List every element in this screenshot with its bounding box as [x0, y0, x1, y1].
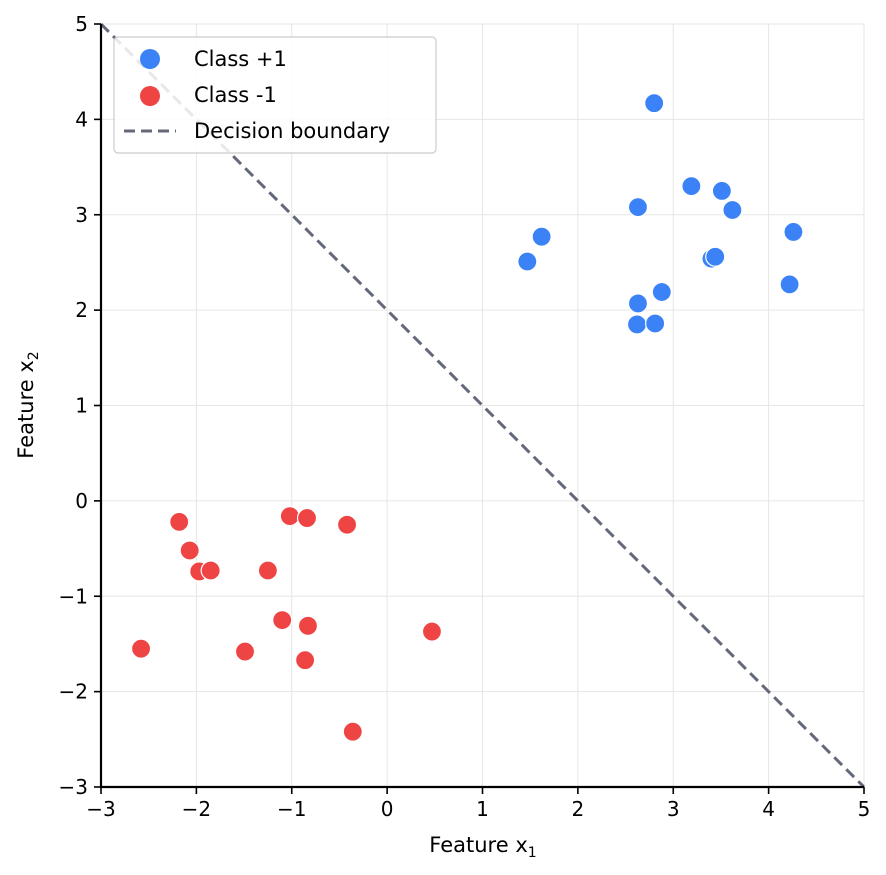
x-tick-label: −3 [86, 797, 115, 821]
scatter-point [627, 197, 649, 218]
legend: Class +1 Class -1 Decision boundary [113, 36, 437, 154]
legend-marker-class-neg [140, 86, 160, 106]
x-tick-label: 1 [476, 797, 489, 821]
scatter-point [296, 507, 318, 529]
legend-marker-class-pos [140, 49, 160, 69]
y-tick-label: −1 [59, 584, 88, 608]
scatter-point [651, 281, 672, 303]
x-tick-label: −1 [277, 797, 306, 821]
legend-label-boundary: Decision boundary [194, 119, 390, 143]
legend-label-class-pos: Class +1 [194, 47, 287, 71]
x-tick-label: −2 [182, 797, 211, 821]
y-tick-label: 4 [75, 107, 88, 131]
scatter-point [705, 246, 726, 267]
y-axis-title: Feature x2 [14, 351, 42, 458]
scatter-point [130, 638, 152, 659]
scatter-point [279, 506, 300, 527]
y-tick-label: −2 [59, 680, 88, 704]
y-tick-label: −3 [59, 775, 88, 799]
scatter-point [295, 650, 316, 671]
scatter-point [783, 221, 804, 243]
scatter-point [517, 251, 538, 272]
scatter-point [711, 180, 732, 202]
y-tick-label: 1 [75, 394, 88, 418]
series-class-neg [130, 506, 443, 742]
scatter-point [257, 560, 279, 581]
x-axis-title: Feature x1 [429, 833, 536, 861]
y-tick-label: 0 [75, 489, 88, 513]
legend-frame [113, 36, 437, 154]
scatter-point [234, 641, 256, 662]
scatter-point [342, 721, 363, 742]
x-tick-label: 4 [762, 797, 775, 821]
y-tick-label: 3 [75, 203, 88, 227]
x-tick-label: 0 [381, 797, 394, 821]
scatter-point [627, 293, 649, 314]
scatter-point [722, 199, 743, 221]
scatter-point [421, 621, 443, 642]
scatter-point [644, 93, 665, 114]
x-tick-label: 2 [572, 797, 585, 821]
grid [100, 23, 865, 788]
scatter-point [681, 176, 702, 197]
x-tick-label: 3 [667, 797, 680, 821]
points-layer [130, 93, 804, 742]
scatter-point [297, 615, 319, 636]
series-class-pos [517, 93, 804, 335]
scatter-point [200, 560, 221, 581]
scatter-point [179, 540, 200, 561]
scatter-point [626, 314, 648, 335]
y-tick-label: 2 [75, 298, 88, 322]
scatter-point [779, 274, 800, 295]
scatter-point [645, 313, 666, 334]
scatter-point [272, 609, 293, 631]
legend-label-class-neg: Class -1 [194, 83, 277, 107]
scatter-point [336, 514, 358, 535]
ticks: −3 −2 −1 0 1 2 3 4 5 −3 −2 −1 0 1 2 3 4 5 [59, 12, 871, 821]
x-tick-label: 5 [858, 797, 871, 821]
scatter-point [169, 511, 190, 532]
y-tick-label: 5 [75, 12, 88, 36]
scatter-point [531, 226, 552, 247]
